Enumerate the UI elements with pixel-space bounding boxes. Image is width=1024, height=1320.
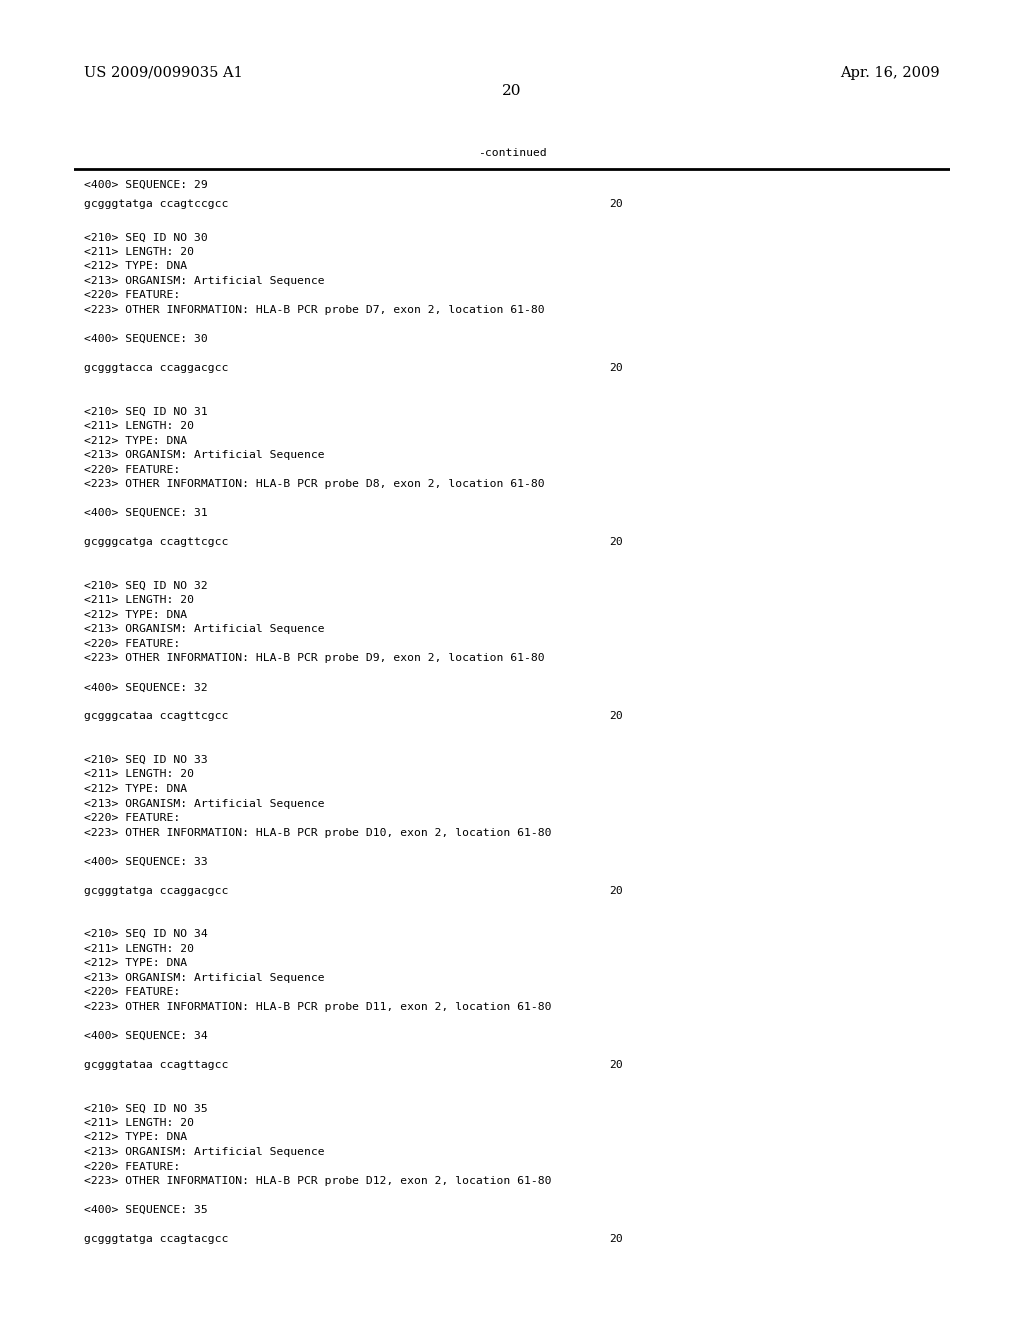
Text: gcgggcataa ccagttcgcc: gcgggcataa ccagttcgcc [84, 711, 228, 722]
Text: <212> TYPE: DNA: <212> TYPE: DNA [84, 261, 187, 272]
Text: <220> FEATURE:: <220> FEATURE: [84, 290, 180, 301]
Text: <220> FEATURE:: <220> FEATURE: [84, 465, 180, 475]
Text: <220> FEATURE:: <220> FEATURE: [84, 813, 180, 824]
Text: gcgggcatga ccagttcgcc: gcgggcatga ccagttcgcc [84, 537, 228, 548]
Text: gcgggtataa ccagttagcc: gcgggtataa ccagttagcc [84, 1060, 228, 1071]
Text: 20: 20 [609, 363, 623, 374]
Text: <210> SEQ ID NO 33: <210> SEQ ID NO 33 [84, 755, 208, 766]
Text: 20: 20 [609, 1234, 623, 1245]
Text: gcgggtatga ccaggacgcc: gcgggtatga ccaggacgcc [84, 886, 228, 896]
Text: <212> TYPE: DNA: <212> TYPE: DNA [84, 436, 187, 446]
Text: gcgggtatga ccagtccgcc: gcgggtatga ccagtccgcc [84, 199, 228, 210]
Text: <213> ORGANISM: Artificial Sequence: <213> ORGANISM: Artificial Sequence [84, 450, 325, 461]
Text: <212> TYPE: DNA: <212> TYPE: DNA [84, 1133, 187, 1143]
Text: <210> SEQ ID NO 30: <210> SEQ ID NO 30 [84, 232, 208, 243]
Text: <211> LENGTH: 20: <211> LENGTH: 20 [84, 421, 194, 432]
Text: <210> SEQ ID NO 31: <210> SEQ ID NO 31 [84, 407, 208, 417]
Text: -continued: -continued [477, 148, 547, 158]
Text: <210> SEQ ID NO 34: <210> SEQ ID NO 34 [84, 929, 208, 940]
Text: <213> ORGANISM: Artificial Sequence: <213> ORGANISM: Artificial Sequence [84, 624, 325, 635]
Text: <223> OTHER INFORMATION: HLA-B PCR probe D9, exon 2, location 61-80: <223> OTHER INFORMATION: HLA-B PCR probe… [84, 653, 545, 664]
Text: <223> OTHER INFORMATION: HLA-B PCR probe D11, exon 2, location 61-80: <223> OTHER INFORMATION: HLA-B PCR probe… [84, 1002, 552, 1012]
Text: <211> LENGTH: 20: <211> LENGTH: 20 [84, 1118, 194, 1129]
Text: 20: 20 [609, 886, 623, 896]
Text: <400> SEQUENCE: 34: <400> SEQUENCE: 34 [84, 1031, 208, 1041]
Text: <223> OTHER INFORMATION: HLA-B PCR probe D8, exon 2, location 61-80: <223> OTHER INFORMATION: HLA-B PCR probe… [84, 479, 545, 490]
Text: 20: 20 [609, 1060, 623, 1071]
Text: gcgggtacca ccaggacgcc: gcgggtacca ccaggacgcc [84, 363, 228, 374]
Text: <210> SEQ ID NO 32: <210> SEQ ID NO 32 [84, 581, 208, 591]
Text: <213> ORGANISM: Artificial Sequence: <213> ORGANISM: Artificial Sequence [84, 973, 325, 983]
Text: <400> SEQUENCE: 35: <400> SEQUENCE: 35 [84, 1205, 208, 1216]
Text: 20: 20 [609, 199, 623, 210]
Text: <213> ORGANISM: Artificial Sequence: <213> ORGANISM: Artificial Sequence [84, 799, 325, 809]
Text: 20: 20 [502, 84, 522, 98]
Text: <223> OTHER INFORMATION: HLA-B PCR probe D10, exon 2, location 61-80: <223> OTHER INFORMATION: HLA-B PCR probe… [84, 828, 552, 838]
Text: <212> TYPE: DNA: <212> TYPE: DNA [84, 958, 187, 969]
Text: <223> OTHER INFORMATION: HLA-B PCR probe D12, exon 2, location 61-80: <223> OTHER INFORMATION: HLA-B PCR probe… [84, 1176, 552, 1187]
Text: <400> SEQUENCE: 29: <400> SEQUENCE: 29 [84, 180, 208, 190]
Text: <220> FEATURE:: <220> FEATURE: [84, 987, 180, 998]
Text: Apr. 16, 2009: Apr. 16, 2009 [841, 66, 940, 79]
Text: <213> ORGANISM: Artificial Sequence: <213> ORGANISM: Artificial Sequence [84, 1147, 325, 1158]
Text: <223> OTHER INFORMATION: HLA-B PCR probe D7, exon 2, location 61-80: <223> OTHER INFORMATION: HLA-B PCR probe… [84, 305, 545, 315]
Text: <400> SEQUENCE: 31: <400> SEQUENCE: 31 [84, 508, 208, 519]
Text: <212> TYPE: DNA: <212> TYPE: DNA [84, 784, 187, 795]
Text: gcgggtatga ccagtacgcc: gcgggtatga ccagtacgcc [84, 1234, 228, 1245]
Text: <211> LENGTH: 20: <211> LENGTH: 20 [84, 595, 194, 606]
Text: <212> TYPE: DNA: <212> TYPE: DNA [84, 610, 187, 620]
Text: <220> FEATURE:: <220> FEATURE: [84, 1162, 180, 1172]
Text: <213> ORGANISM: Artificial Sequence: <213> ORGANISM: Artificial Sequence [84, 276, 325, 286]
Text: <400> SEQUENCE: 33: <400> SEQUENCE: 33 [84, 857, 208, 867]
Text: 20: 20 [609, 537, 623, 548]
Text: 20: 20 [609, 711, 623, 722]
Text: US 2009/0099035 A1: US 2009/0099035 A1 [84, 66, 243, 79]
Text: <400> SEQUENCE: 30: <400> SEQUENCE: 30 [84, 334, 208, 345]
Text: <220> FEATURE:: <220> FEATURE: [84, 639, 180, 649]
Text: <211> LENGTH: 20: <211> LENGTH: 20 [84, 944, 194, 954]
Text: <211> LENGTH: 20: <211> LENGTH: 20 [84, 247, 194, 257]
Text: <210> SEQ ID NO 35: <210> SEQ ID NO 35 [84, 1104, 208, 1114]
Text: <211> LENGTH: 20: <211> LENGTH: 20 [84, 770, 194, 780]
Text: <400> SEQUENCE: 32: <400> SEQUENCE: 32 [84, 682, 208, 693]
